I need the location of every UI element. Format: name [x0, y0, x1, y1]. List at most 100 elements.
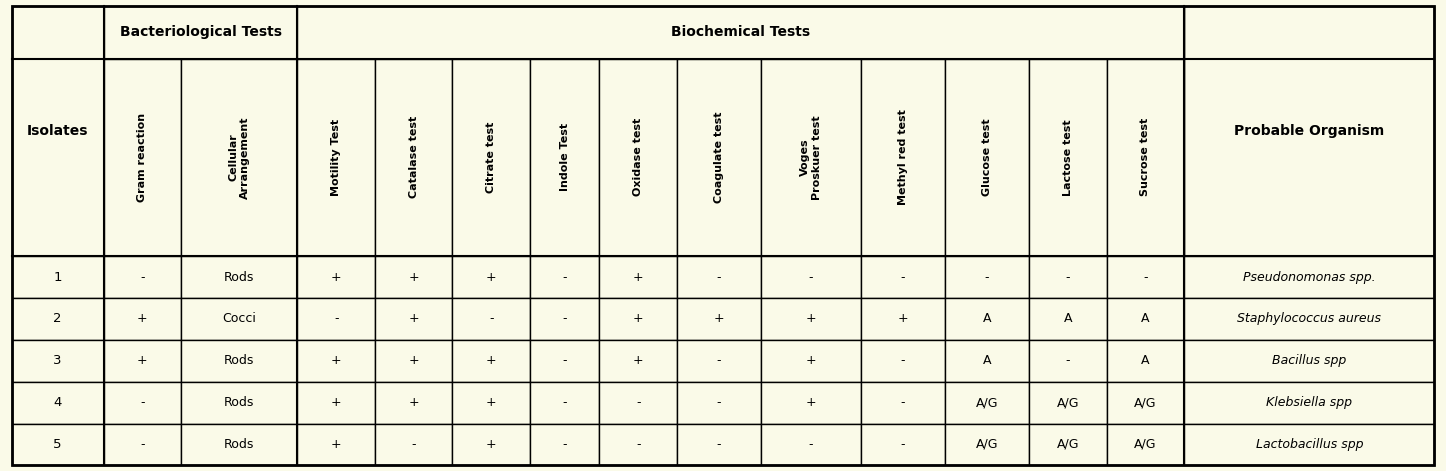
Bar: [298, 6, 1184, 58]
Text: -: -: [1066, 271, 1070, 284]
Text: +: +: [137, 354, 147, 367]
Text: -: -: [985, 271, 989, 284]
Text: -: -: [1066, 354, 1070, 367]
Bar: [1030, 423, 1106, 465]
Bar: [531, 423, 600, 465]
Text: Glucose test: Glucose test: [982, 119, 992, 196]
Bar: [1184, 423, 1434, 465]
Bar: [761, 423, 860, 465]
Text: -: -: [562, 396, 567, 409]
Text: A/G: A/G: [1057, 438, 1079, 451]
Text: A: A: [1141, 354, 1150, 367]
Text: +: +: [408, 354, 419, 367]
Text: 1: 1: [54, 271, 62, 284]
Bar: [298, 340, 375, 382]
Bar: [1106, 256, 1184, 298]
Bar: [181, 298, 298, 340]
Bar: [375, 423, 453, 465]
Bar: [298, 256, 375, 298]
Bar: [531, 256, 600, 298]
Bar: [1030, 256, 1106, 298]
Text: Catalase test: Catalase test: [409, 116, 419, 198]
Bar: [104, 382, 181, 423]
Text: Gram reaction: Gram reaction: [137, 113, 147, 202]
Bar: [761, 58, 860, 256]
Bar: [298, 58, 375, 256]
Text: Lactose test: Lactose test: [1063, 119, 1073, 195]
Bar: [104, 423, 181, 465]
Bar: [600, 340, 677, 382]
Text: +: +: [408, 396, 419, 409]
Text: -: -: [636, 438, 641, 451]
Bar: [1030, 340, 1106, 382]
Bar: [181, 340, 298, 382]
Text: +: +: [408, 271, 419, 284]
Bar: [761, 382, 860, 423]
Text: Methyl red test: Methyl red test: [898, 109, 908, 205]
Bar: [104, 298, 181, 340]
Bar: [1184, 256, 1434, 298]
Text: +: +: [331, 271, 341, 284]
Bar: [1106, 423, 1184, 465]
Text: Voges
Proskuer test: Voges Proskuer test: [800, 115, 821, 200]
Bar: [375, 58, 453, 256]
Bar: [860, 58, 946, 256]
Text: +: +: [137, 312, 147, 325]
Text: Rods: Rods: [224, 396, 254, 409]
Text: -: -: [412, 438, 416, 451]
Text: 4: 4: [54, 396, 62, 409]
Bar: [600, 382, 677, 423]
Bar: [677, 423, 761, 465]
Text: -: -: [808, 438, 813, 451]
Text: +: +: [486, 271, 496, 284]
Bar: [1030, 58, 1106, 256]
Text: -: -: [140, 271, 145, 284]
Bar: [1184, 298, 1434, 340]
Bar: [860, 382, 946, 423]
Text: Lactobacillus spp: Lactobacillus spp: [1255, 438, 1364, 451]
Bar: [12, 298, 104, 340]
Bar: [600, 58, 677, 256]
Text: A/G: A/G: [1134, 396, 1157, 409]
Bar: [181, 58, 298, 256]
Text: A/G: A/G: [976, 438, 998, 451]
Bar: [104, 340, 181, 382]
Bar: [298, 382, 375, 423]
Text: Cellular
Arrangement: Cellular Arrangement: [228, 116, 250, 199]
Bar: [600, 256, 677, 298]
Text: Indole Test: Indole Test: [560, 123, 570, 191]
Text: -: -: [901, 438, 905, 451]
Bar: [946, 256, 1030, 298]
Bar: [375, 298, 453, 340]
Bar: [12, 382, 104, 423]
Text: Bacillus spp: Bacillus spp: [1272, 354, 1346, 367]
Bar: [298, 298, 375, 340]
Text: -: -: [717, 354, 722, 367]
Text: -: -: [808, 271, 813, 284]
Bar: [12, 340, 104, 382]
Text: 5: 5: [54, 438, 62, 451]
Bar: [1106, 340, 1184, 382]
Bar: [531, 382, 600, 423]
Text: +: +: [714, 312, 724, 325]
Bar: [375, 382, 453, 423]
Bar: [761, 298, 860, 340]
Bar: [860, 423, 946, 465]
Bar: [104, 58, 181, 256]
Text: +: +: [331, 396, 341, 409]
Bar: [453, 423, 531, 465]
Bar: [531, 58, 600, 256]
Bar: [860, 256, 946, 298]
Text: +: +: [486, 354, 496, 367]
Bar: [181, 382, 298, 423]
Text: Motility Test: Motility Test: [331, 119, 341, 196]
Text: -: -: [562, 271, 567, 284]
Text: Klebsiella spp: Klebsiella spp: [1267, 396, 1352, 409]
Text: A: A: [1141, 312, 1150, 325]
Bar: [12, 256, 104, 298]
Text: +: +: [805, 354, 817, 367]
Text: +: +: [486, 396, 496, 409]
Text: Isolates: Isolates: [27, 124, 88, 138]
Bar: [946, 298, 1030, 340]
Bar: [453, 58, 531, 256]
